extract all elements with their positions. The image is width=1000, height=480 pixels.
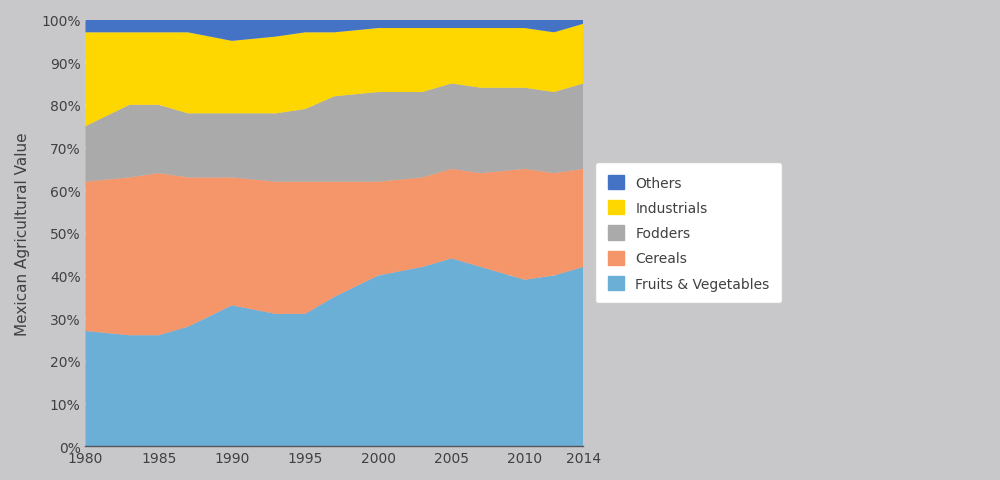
Y-axis label: Mexican Agricultural Value: Mexican Agricultural Value	[15, 132, 30, 335]
Legend: Others, Industrials, Fodders, Cereals, Fruits & Vegetables: Others, Industrials, Fodders, Cereals, F…	[595, 163, 782, 303]
